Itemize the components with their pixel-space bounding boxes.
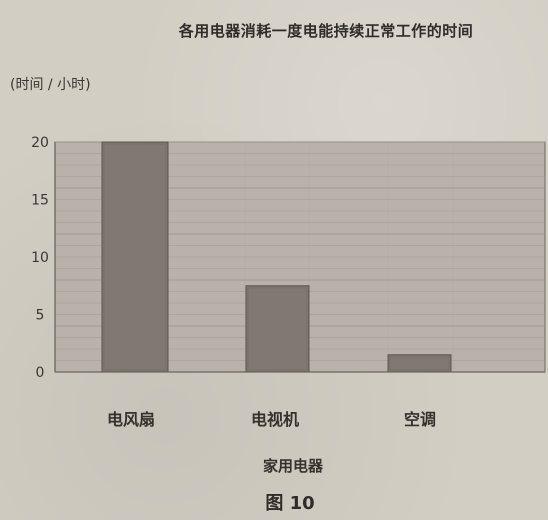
bar: [245, 285, 310, 373]
bar-shade: [249, 288, 306, 369]
plot-area: 0 5 10 15 20 电风扇 电视机 空调: [31, 135, 546, 429]
category-label: 空调: [404, 410, 436, 429]
x-axis-label: 家用电器: [263, 457, 324, 475]
category-label: 电风扇: [107, 410, 155, 429]
y-tick-label: 10: [31, 250, 49, 266]
category-label: 电视机: [251, 410, 299, 429]
bar-shade: [391, 357, 448, 369]
chart-title: 各用电器消耗一度电能持续正常工作的时间: [178, 22, 474, 40]
y-tick-label: 0: [36, 365, 45, 381]
y-tick-label: 20: [31, 135, 49, 151]
y-tick-label: 5: [36, 308, 45, 324]
bar-shade: [105, 145, 165, 369]
y-axis-label: (时间 / 小时): [10, 77, 91, 93]
bar: [101, 141, 169, 373]
figure-caption: 图 10: [265, 493, 314, 514]
y-tick-label: 15: [31, 193, 49, 209]
